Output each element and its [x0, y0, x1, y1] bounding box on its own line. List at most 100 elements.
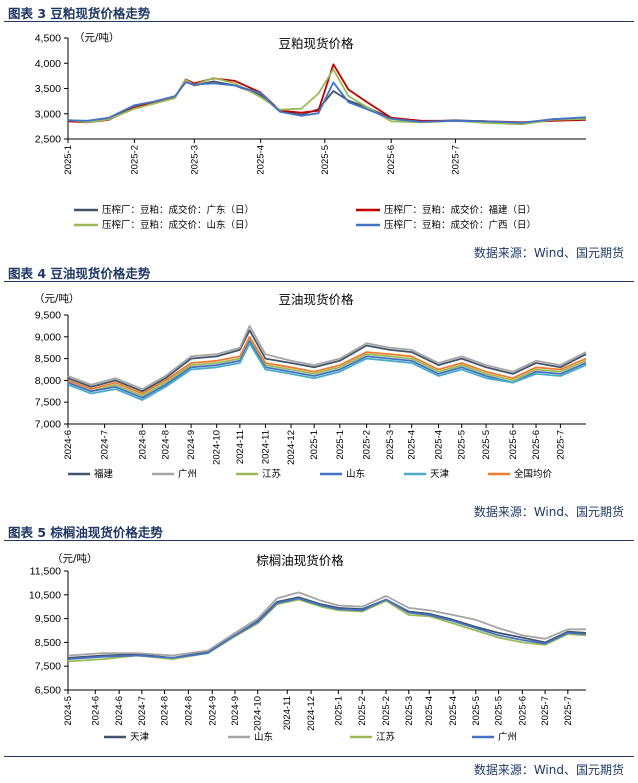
figure-4-title: 图表 4 豆油现货价格走势: [8, 266, 151, 281]
x-tick-label: 2025-7: [540, 696, 551, 726]
series-line-0: [67, 329, 587, 393]
x-tick-label: 2024-10: [253, 696, 264, 731]
x-tick-label: 2024-8: [161, 430, 172, 460]
legend-label: 全国均价: [514, 468, 553, 480]
y-tick-label: 8,500: [35, 637, 61, 649]
series-line-1: [67, 325, 587, 390]
legend-label: 江苏: [262, 468, 282, 480]
x-tick-label: 2025-1: [63, 145, 74, 175]
legend-label: 压榨厂：豆粕：成交价：福建（日）: [384, 204, 536, 216]
chart-title: 棕榈油现货价格: [256, 553, 344, 568]
y-tick-label: 7,000: [35, 419, 61, 431]
x-tick-label: 2025-2: [362, 430, 373, 460]
x-tick-label: 2025-3: [404, 696, 415, 726]
y-tick-label: 9,500: [35, 613, 61, 625]
y-tick-label: 10,500: [29, 589, 61, 601]
series-line-2: [67, 338, 587, 397]
x-tick-label: 2025-7: [555, 430, 566, 460]
x-tick-label: 2025-7: [563, 696, 574, 726]
legend-label: 压榨厂：豆粕：成交价：山东（日）: [102, 219, 254, 231]
figure-3-title: 图表 3 豆粕现货价格走势: [8, 6, 151, 21]
x-tick-label: 2025-4: [407, 430, 418, 460]
x-tick-label: 2025-2: [357, 696, 368, 726]
figure-5-title: 图表 5 棕榈油现货价格走势: [8, 525, 163, 540]
figure-5-bottom-rule: [4, 756, 634, 757]
x-tick-label: 2025-5: [494, 696, 505, 726]
x-tick-label: 2024-12: [306, 696, 317, 731]
legend-label: 压榨厂：豆粕：成交价：广西（日）: [384, 219, 536, 231]
x-tick-label: 2025-7: [450, 145, 461, 175]
x-tick-label: 2025-6: [517, 696, 528, 726]
series-line-5: [67, 335, 587, 395]
legend-label: 山东: [254, 731, 273, 743]
x-tick-label: 2024-8: [137, 430, 148, 460]
y-unit-label: （元/吨）: [52, 552, 98, 565]
figure-5-top-rule: [4, 540, 634, 541]
figure-4-source: 数据来源：Wind、国元期货: [473, 505, 624, 519]
x-tick-label: 2024-11: [282, 696, 293, 730]
y-tick-label: 11,500: [30, 566, 61, 578]
soyoil-price-chart: 豆油现货价格 （元/吨） 7,000 7,500 8,000 8,500 9,000 9,…: [34, 292, 587, 480]
y-tick-label: 3,000: [35, 108, 61, 120]
legend-label: 广州: [178, 468, 197, 480]
y-tick-label: 9,000: [35, 331, 61, 343]
figure-4-top-rule: [4, 281, 634, 282]
x-tick-label: 2024-8: [183, 696, 194, 726]
x-tick-label: 2024-9: [186, 430, 197, 460]
x-tick-label: 2025-5: [471, 696, 482, 726]
x-tick-label: 2024-7: [100, 430, 111, 460]
x-tick-label: 2025-1: [309, 430, 320, 460]
y-tick-label: 8,500: [35, 353, 61, 365]
series-line-1: [67, 63, 587, 124]
x-tick-label: 2024-6: [114, 696, 125, 726]
y-tick-label: 8,000: [35, 375, 61, 387]
y-tick-label: 3,500: [35, 83, 61, 95]
series-line-3: [67, 340, 587, 399]
x-tick-label: 2025-4: [448, 696, 459, 726]
x-tick-label: 2025-6: [386, 145, 397, 175]
x-tick-label: 2024-12: [286, 430, 297, 465]
x-tick-label: 2024-6: [90, 696, 101, 726]
x-tick-label: 2024-5: [63, 696, 74, 726]
x-tick-label: 2024-6: [63, 430, 74, 460]
series-line-3: [67, 597, 587, 660]
palm-oil-price-chart: 棕榈油现货价格 （元/吨） 6,500 7,500 8,500 9,500 10,500…: [29, 552, 587, 743]
chart-title: 豆粕现货价格: [278, 36, 354, 51]
legend-label: 天津: [430, 469, 450, 480]
x-tick-label: 2024-7: [137, 696, 148, 726]
x-tick-label: 2025-5: [457, 430, 468, 460]
soymeal-price-chart: 豆粕现货价格 （元/吨） 2,500 3,000 3,500 4,000 4,500 20…: [35, 31, 587, 231]
legend-label: 福建: [94, 468, 114, 480]
x-tick-label: 2024-8: [160, 696, 171, 726]
series-line-4: [67, 342, 587, 401]
y-tick-label: 7,500: [35, 397, 61, 409]
x-tick-label: 2025-4: [424, 696, 435, 726]
x-tick-label: 2025-5: [481, 430, 492, 460]
x-tick-label: 2025-3: [385, 430, 396, 460]
x-tick-label: 2025-2: [381, 696, 392, 726]
x-tick-label: 2024-9: [230, 696, 241, 726]
y-unit-label: （元/吨）: [74, 31, 120, 44]
y-tick-label: 4,000: [35, 58, 61, 70]
x-tick-label: 2025-1: [333, 696, 344, 726]
x-tick-label: 2024-10: [212, 430, 223, 465]
x-tick-label: 2025-6: [508, 430, 519, 460]
x-tick-label: 2025-5: [320, 145, 331, 175]
x-tick-label: 2024-11: [260, 430, 271, 464]
x-tick-label: 2025-6: [531, 430, 542, 460]
legend-label: 广州: [498, 731, 517, 743]
legend-label: 压榨厂：豆粕：成交价：广东（日）: [102, 204, 254, 216]
figure-3-source: 数据来源：Wind、国元期货: [473, 246, 624, 260]
x-tick-label: 2024-11: [235, 430, 246, 464]
series-line-1: [67, 591, 586, 657]
chart-title: 豆油现货价格: [278, 292, 354, 307]
figure-5-source: 数据来源：Wind、国元期货: [473, 763, 624, 777]
x-tick-label: 2025-3: [189, 145, 200, 175]
y-tick-label: 6,500: [35, 685, 61, 697]
x-tick-label: 2024-9: [207, 696, 218, 726]
figure-3-top-rule: [4, 21, 634, 22]
y-tick-label: 7,500: [35, 661, 61, 673]
legend-label: 天津: [130, 732, 150, 743]
legend-label: 江苏: [376, 731, 396, 743]
x-tick-label: 2025-4: [434, 430, 445, 460]
